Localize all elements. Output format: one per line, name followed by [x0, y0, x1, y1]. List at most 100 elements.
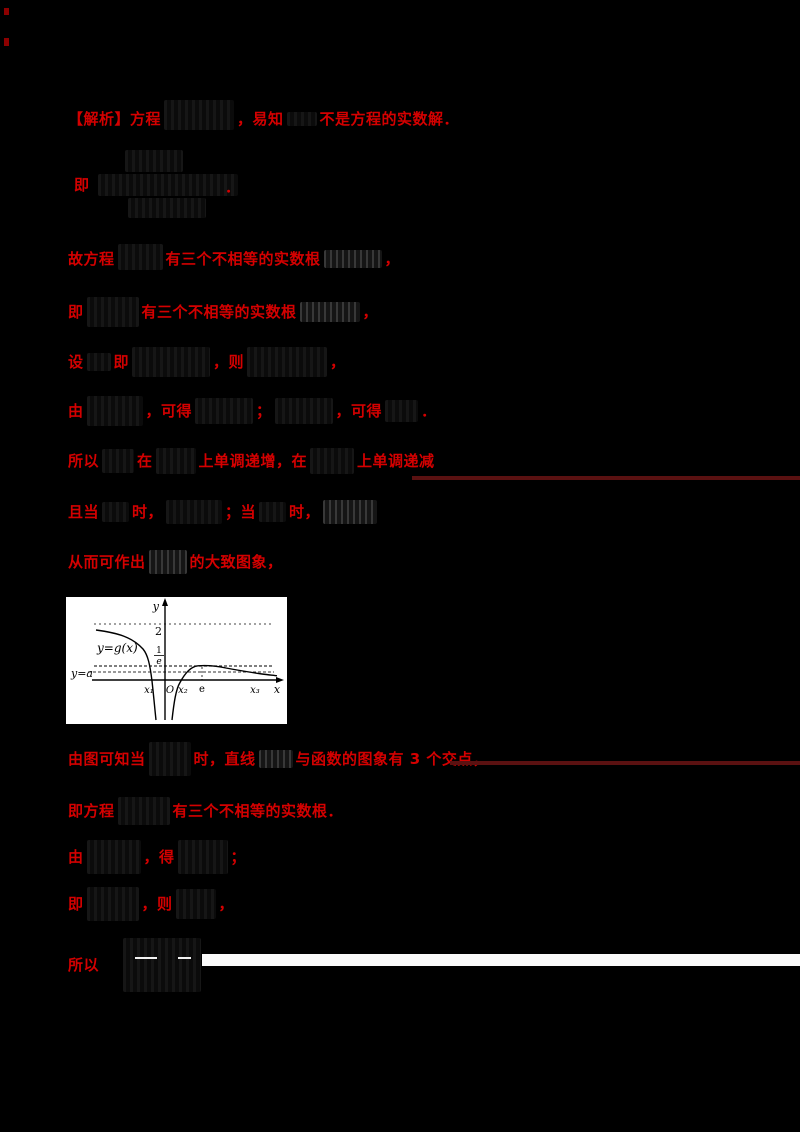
formula-blob: [164, 100, 235, 130]
solution-line-6: 由 ，可得 ； ，可得 ．: [68, 396, 437, 426]
x1-label: x₁: [144, 685, 154, 696]
line10-text: 时，直线: [193, 749, 256, 768]
line9-text: 的大致图象，: [189, 552, 283, 571]
formula-blob: [86, 887, 139, 921]
formula-blob: [148, 550, 187, 574]
formula-blob: [274, 398, 333, 424]
solution-line-9: 从而可作出 的大致图象，: [68, 550, 283, 574]
line1-text: 不是方程的实数解．: [319, 109, 460, 128]
line11-text: 有三个不相等的实数根．: [172, 801, 344, 820]
line10-text: 与函数的图象有 3 个交点，: [295, 749, 489, 768]
line4-text: 即: [68, 302, 84, 321]
line8-text: 且当: [68, 502, 100, 521]
curve-right-branch: [171, 664, 278, 721]
origin-label: O: [166, 685, 174, 696]
formula-blob: [117, 244, 163, 270]
formula-blob: [125, 150, 183, 172]
formula-blob: [323, 250, 382, 268]
formula-blob: [385, 400, 419, 422]
formula-blob: [98, 174, 238, 196]
line8-text: ；当: [225, 502, 257, 521]
line1-text: 【解析】方程: [68, 109, 162, 128]
line6-text: 由: [68, 401, 84, 420]
hline-label: y=a: [70, 667, 93, 680]
fraction-bar: [135, 957, 157, 959]
fraction-bar: [178, 957, 191, 959]
line13-text: 即: [68, 894, 84, 913]
line3-text: ，: [384, 249, 401, 268]
line7-text: 在: [137, 451, 153, 470]
line3-text: 有三个不相等的实数根: [165, 249, 321, 268]
dark-red-rule: [450, 761, 800, 765]
frac-denominator: e: [156, 657, 161, 667]
solution-line-12: 由 ，得 ；: [68, 840, 246, 874]
formula-blob: [195, 398, 254, 424]
line5-text: 设: [68, 352, 84, 371]
formula-blob: [102, 502, 130, 522]
line3-text: 故方程: [68, 249, 115, 268]
x3-label: x₃: [250, 685, 260, 696]
line5-text: ，则: [213, 352, 245, 371]
formula-blob: [132, 347, 211, 377]
formula-blob: [286, 112, 317, 126]
line12-text: 由: [68, 847, 84, 866]
line4-text: 有三个不相等的实数根: [141, 302, 297, 321]
curve-label: y=g(x): [96, 641, 138, 655]
formula-blob: [86, 353, 111, 371]
line11-text: 即方程: [68, 801, 115, 820]
line9-text: 从而可作出: [68, 552, 146, 571]
x-axis-arrow: [276, 677, 284, 683]
line4-text: ，: [362, 302, 379, 321]
line2-text: 即: [74, 176, 90, 194]
line12-text: ，得: [143, 847, 175, 866]
formula-blob: [247, 347, 328, 377]
formula-blob: [310, 448, 355, 474]
solution-line-7: 所以 在 上单调递增，在 上单调递减: [68, 448, 435, 474]
line10-text: 由图可知当: [68, 749, 146, 768]
formula-blob: [128, 198, 206, 218]
solution-line-3: 故方程 有三个不相等的实数根 ，: [68, 244, 401, 272]
red-speck: [4, 8, 9, 15]
solution-line-4: 即 有三个不相等的实数根 ，: [68, 297, 378, 327]
line2-text: ．: [225, 178, 241, 196]
line8-text: 时，: [289, 502, 321, 521]
red-speck: [4, 38, 9, 46]
line13-text: ，: [218, 894, 235, 913]
formula-blob: [175, 889, 216, 919]
line7-text: 所以: [68, 451, 100, 470]
solution-line-13: 即 ，则 ，: [68, 887, 234, 921]
formula-blob: [86, 396, 143, 426]
line6-text: ．: [421, 401, 437, 420]
function-graph: y x 2 1 e y=g(x) y=a x₁ O x₂ e x₃: [66, 597, 287, 724]
y-axis-arrow: [162, 598, 168, 606]
x-axis-label: x: [274, 683, 281, 696]
line13-text: ，则: [141, 894, 173, 913]
line6-text: ，可得: [145, 401, 193, 420]
formula-blob: [102, 449, 135, 473]
frac-numerator: 1: [156, 646, 162, 656]
line12-text: ；: [230, 847, 247, 866]
formula-blob: [166, 500, 223, 524]
formula-blob: [177, 840, 228, 874]
line8-text: 时，: [132, 502, 164, 521]
line14-text: 所以: [68, 956, 100, 974]
formula-blob: [259, 502, 287, 522]
line5-text: ，: [330, 352, 346, 371]
formula-blob: [148, 742, 191, 776]
line7-text: 上单调递增，在: [198, 451, 308, 470]
formula-blob: [117, 797, 170, 825]
tick-label-2: 2: [155, 625, 162, 638]
solution-line-1: 【解析】方程 ，易知 不是方程的实数解．: [68, 100, 460, 134]
solution-line-8: 且当 时， ；当 时，: [68, 500, 378, 524]
line6-text: ，可得: [335, 401, 383, 420]
formula-blob: [258, 750, 293, 768]
formula-blob: [123, 938, 201, 992]
e-label: e: [199, 684, 205, 695]
x2-label: x₂: [178, 685, 188, 696]
line6-text: ；: [256, 401, 272, 420]
solution-line-2: 即 ．: [68, 148, 268, 220]
solution-line-10: 由图可知当 时，直线 与函数的图象有 3 个交点，: [68, 742, 488, 776]
curve-left-branch: [95, 629, 157, 721]
formula-blob: [155, 448, 196, 474]
